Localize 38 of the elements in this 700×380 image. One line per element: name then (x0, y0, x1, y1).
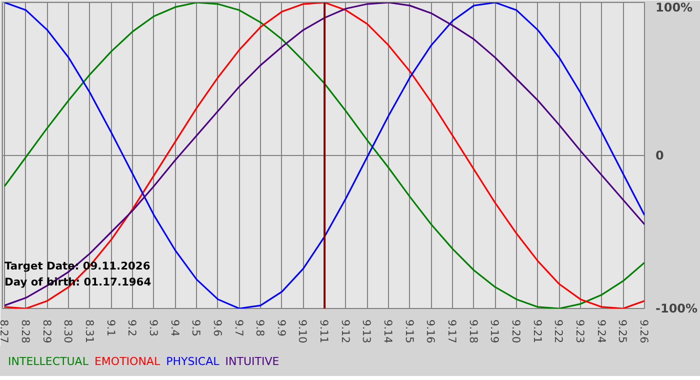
x-tick-label: 9.17 (446, 320, 459, 344)
x-tick-label: 9.2 (126, 320, 139, 336)
x-tick-label: 9.21 (530, 320, 544, 344)
y-tick-label: 100% (656, 0, 693, 14)
x-tick-label: 9.23 (574, 320, 587, 344)
x-tick-label: 9.19 (488, 320, 502, 344)
x-tick-label: 9.12 (338, 320, 352, 344)
y-tick-label: 0 (656, 148, 664, 162)
text: PHYSICAL (166, 355, 220, 368)
y-tick-label: -100% (656, 302, 698, 316)
x-tick-label: 9.24 (594, 320, 608, 344)
x-tick-label: 9.6 (210, 320, 224, 337)
x-tick-label: 9.13 (360, 320, 374, 344)
x-tick-label: 9.22 (552, 320, 566, 344)
x-tick-label: 8.31 (82, 320, 96, 344)
x-tick-label: 9.26 (638, 320, 650, 344)
x-tick-label: 8.28 (18, 320, 32, 344)
x-tick-label: 9.25 (616, 320, 630, 344)
x-tick-label: 9.3 (146, 320, 160, 336)
text: EMOTIONAL (94, 355, 160, 368)
text: INTELLECTUAL (8, 355, 88, 368)
x-tick-label: 9.7 (232, 320, 246, 336)
x-tick-label: 8.29 (40, 320, 54, 344)
x-tick-label: 9.16 (424, 320, 438, 344)
x-tick-label: 9.4 (168, 320, 182, 337)
x-tick-label: 9.14 (382, 320, 395, 344)
x-tick-label: 9.8 (254, 320, 267, 337)
x-tick-label: 9.9 (274, 320, 288, 337)
x-tick-label: 8.30 (62, 320, 75, 344)
x-tick-label: 8.27 (0, 320, 11, 344)
x-tick-label: 9.11 (318, 320, 331, 344)
x-tick-label: 9.10 (296, 320, 310, 344)
x-tick-label: 9.15 (402, 320, 416, 344)
x-tick-label: 9.5 (190, 320, 203, 336)
x-tick-label: 9.1 (104, 320, 118, 336)
x-tick-label: 9.20 (510, 320, 523, 344)
text: INTUITIVE (225, 355, 280, 368)
x-tick-label: 9.18 (466, 320, 480, 344)
